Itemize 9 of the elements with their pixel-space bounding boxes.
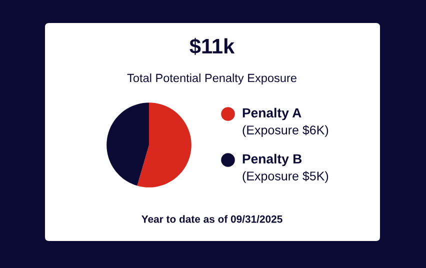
chart-title: $11k: [190, 38, 235, 55]
data-label: (Exposure $6K): [242, 125, 328, 137]
pie-slice: [106, 102, 149, 186]
chart-subtitle: Total Potential Penalty Exposure: [127, 74, 296, 84]
pie-slice: [137, 102, 192, 188]
data-label: (Exposure $5K): [242, 171, 328, 183]
text: Year to date as of 09/31/2025: [142, 215, 282, 223]
legend-label: Penalty B: [242, 154, 302, 166]
legend-label: Penalty A: [242, 108, 302, 120]
